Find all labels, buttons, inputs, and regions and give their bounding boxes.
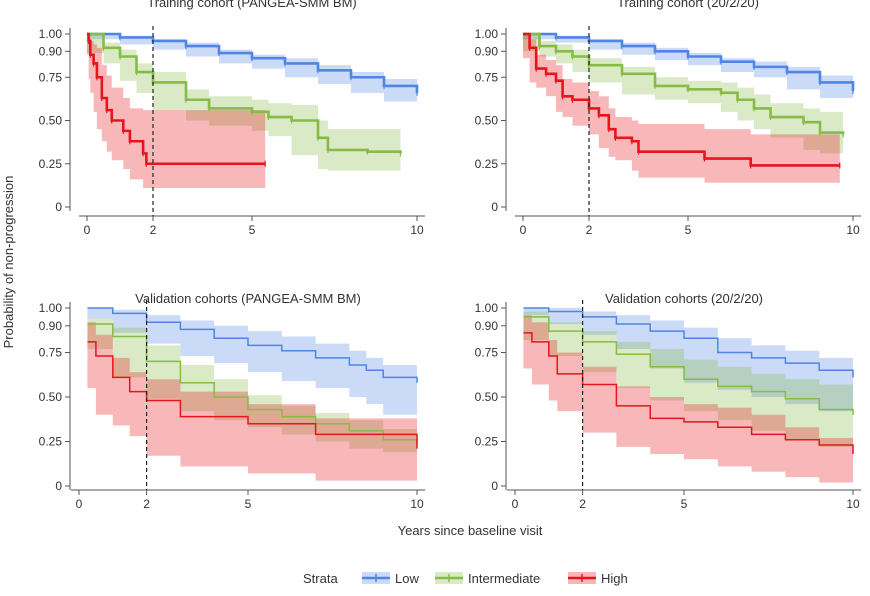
panel-title: Validation cohorts (20/2/20) <box>605 291 763 306</box>
legend: Strata Low Intermediate High <box>303 571 628 586</box>
x-tick-label: 5 <box>245 497 252 511</box>
panel-1: Training cohort (PANGEA-SMM BM) 0 0.25 0.50… <box>39 0 425 237</box>
y-tick-label: 0.25 <box>475 157 499 171</box>
y-tick-label: 0.75 <box>475 70 499 84</box>
y-tick-label: 0 <box>55 200 62 214</box>
survival-curve-intermediate <box>523 316 854 415</box>
x-tick-label: 2 <box>150 223 157 237</box>
panel-title: Validation cohorts (PANGEA-SMM BM) <box>135 291 361 306</box>
x-tick-label: 0 <box>84 223 91 237</box>
y-tick-label: 0.50 <box>39 114 63 128</box>
ci-band-intermediate <box>87 318 417 453</box>
legend-label-intermediate: Intermediate <box>468 571 540 586</box>
x-tick-label: 10 <box>410 497 424 511</box>
y-tick-label: 0.25 <box>39 157 63 171</box>
x-tick-label: 2 <box>579 497 586 511</box>
panel-3: Validation cohorts (PANGEA-SMM BM) 0 0.25 0… <box>39 291 425 511</box>
survival-curve-low <box>523 307 854 378</box>
legend-label-high: High <box>601 571 628 586</box>
x-tick-label: 5 <box>249 223 256 237</box>
y-tick-label: 0.90 <box>475 44 499 58</box>
y-tick-label: 0.75 <box>39 346 63 360</box>
y-tick-label: 0.75 <box>39 70 63 84</box>
ci-band-low <box>87 34 417 102</box>
x-tick-label: 5 <box>681 497 688 511</box>
y-tick-label: 0.50 <box>39 390 63 404</box>
x-tick-label: 5 <box>685 223 692 237</box>
x-tick-label: 2 <box>586 223 593 237</box>
panel-title: Training cohort (20/2/20) <box>617 0 759 10</box>
ci-band-high <box>87 322 417 481</box>
y-tick-label: 0.25 <box>475 435 499 449</box>
x-tick-label: 0 <box>512 497 519 511</box>
y-tick-label: 0 <box>491 200 498 214</box>
legend-title: Strata <box>303 571 338 586</box>
y-tick-label: 1.00 <box>475 27 499 41</box>
y-tick-label: 0.50 <box>475 114 499 128</box>
x-tick-label: 10 <box>410 223 424 237</box>
y-tick-label: 0.90 <box>39 44 63 58</box>
y-tick-label: 0.25 <box>39 435 63 449</box>
y-tick-label: 0.90 <box>475 319 499 333</box>
y-tick-label: 1.00 <box>475 301 499 315</box>
y-tick-label: 0 <box>55 479 62 493</box>
x-tick-label: 10 <box>846 223 860 237</box>
x-tick-label: 10 <box>846 497 860 511</box>
y-tick-label: 0.90 <box>39 319 63 333</box>
x-tick-label: 0 <box>520 223 527 237</box>
y-tick-label: 1.00 <box>39 301 63 315</box>
x-tick-label: 0 <box>76 497 83 511</box>
survival-curve-high <box>523 32 840 167</box>
ci-band-low <box>87 308 417 415</box>
survival-curve-intermediate <box>87 32 402 154</box>
ci-band-high <box>87 34 266 188</box>
y-tick-label: 0 <box>491 479 498 493</box>
y-axis-label: Probability of non-progression <box>1 176 16 349</box>
x-tick-label: 2 <box>143 497 150 511</box>
survival-curve-low <box>87 307 418 383</box>
panel-title: Training cohort (PANGEA-SMM BM) <box>147 0 357 10</box>
ci-band-low <box>523 308 853 412</box>
panel-4: Validation cohorts (20/2/20) 0 0.25 0.50 0.7… <box>475 291 861 511</box>
ci-band-high <box>523 315 853 483</box>
x-axis-label: Years since baseline visit <box>398 523 543 538</box>
survival-curve-high <box>523 332 854 454</box>
y-tick-label: 0.75 <box>475 346 499 360</box>
y-tick-label: 0.50 <box>475 390 499 404</box>
panel-2: Training cohort (20/2/20) 0 0.25 0.50 0.75 0.… <box>475 0 861 237</box>
y-tick-label: 1.00 <box>39 27 63 41</box>
ci-band-high <box>523 34 840 183</box>
legend-label-low: Low <box>395 571 419 586</box>
